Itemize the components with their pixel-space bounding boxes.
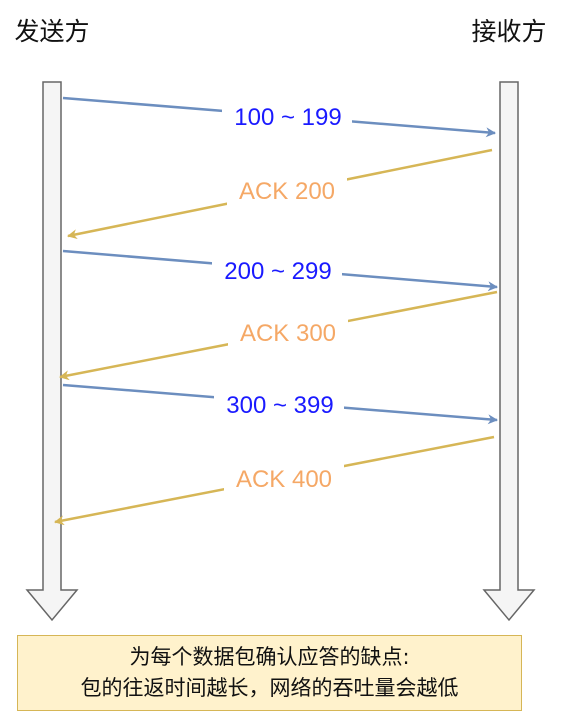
- message-2: ACK 200: [67, 148, 493, 240]
- message-5: 300 ~ 399: [62, 383, 498, 425]
- message-6: ACK 400: [54, 435, 495, 526]
- receiver-label: 接收方: [471, 17, 546, 46]
- label-background: [222, 101, 352, 131]
- segment-label: 300 ~ 399: [226, 392, 333, 419]
- label-background: [214, 389, 344, 419]
- note-line-2: 包的往返时间越长，网络的吞吐量会越低: [80, 676, 459, 700]
- label-background: [224, 463, 344, 493]
- sender-lifeline: [25, 81, 79, 622]
- segment-label: 200 ~ 299: [224, 258, 331, 285]
- ack-label: ACK 400: [236, 466, 332, 493]
- note-line-1: 为每个数据包确认应答的缺点:: [129, 645, 410, 669]
- note-box: 为每个数据包确认应答的缺点: 包的往返时间越长，网络的吞吐量会越低: [17, 635, 522, 711]
- label-background: [228, 317, 348, 347]
- message-1: 100 ~ 199: [62, 96, 496, 138]
- receiver-lifeline: [482, 81, 536, 622]
- segment-label: 100 ~ 199: [234, 104, 341, 131]
- ack-label: ACK 300: [240, 320, 336, 347]
- ack-label: ACK 200: [239, 178, 335, 205]
- message-4: ACK 300: [59, 290, 498, 381]
- label-background: [227, 175, 347, 205]
- message-3: 200 ~ 299: [62, 249, 498, 292]
- sender-label: 发送方: [14, 17, 89, 46]
- label-background: [212, 255, 342, 285]
